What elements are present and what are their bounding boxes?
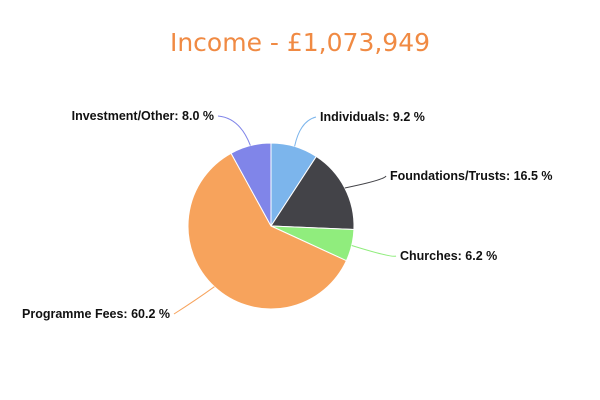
connector-line	[173, 286, 215, 315]
data-label: Foundations/Trusts: 16.5 %	[390, 169, 553, 183]
pie-slice-foundations-trusts[interactable]	[270, 155, 355, 231]
connector-line	[217, 115, 251, 146]
chart-title: Income - £1,073,949	[169, 28, 431, 57]
connector-line	[294, 116, 317, 147]
data-label: Individuals: 9.2 %	[320, 110, 425, 124]
data-label: Churches: 6.2 %	[400, 249, 497, 263]
data-label: Programme Fees: 60.2 %	[22, 307, 170, 321]
connector-line	[344, 175, 387, 189]
data-label: Investment/Other: 8.0 %	[72, 109, 214, 123]
connector-line	[351, 245, 397, 257]
